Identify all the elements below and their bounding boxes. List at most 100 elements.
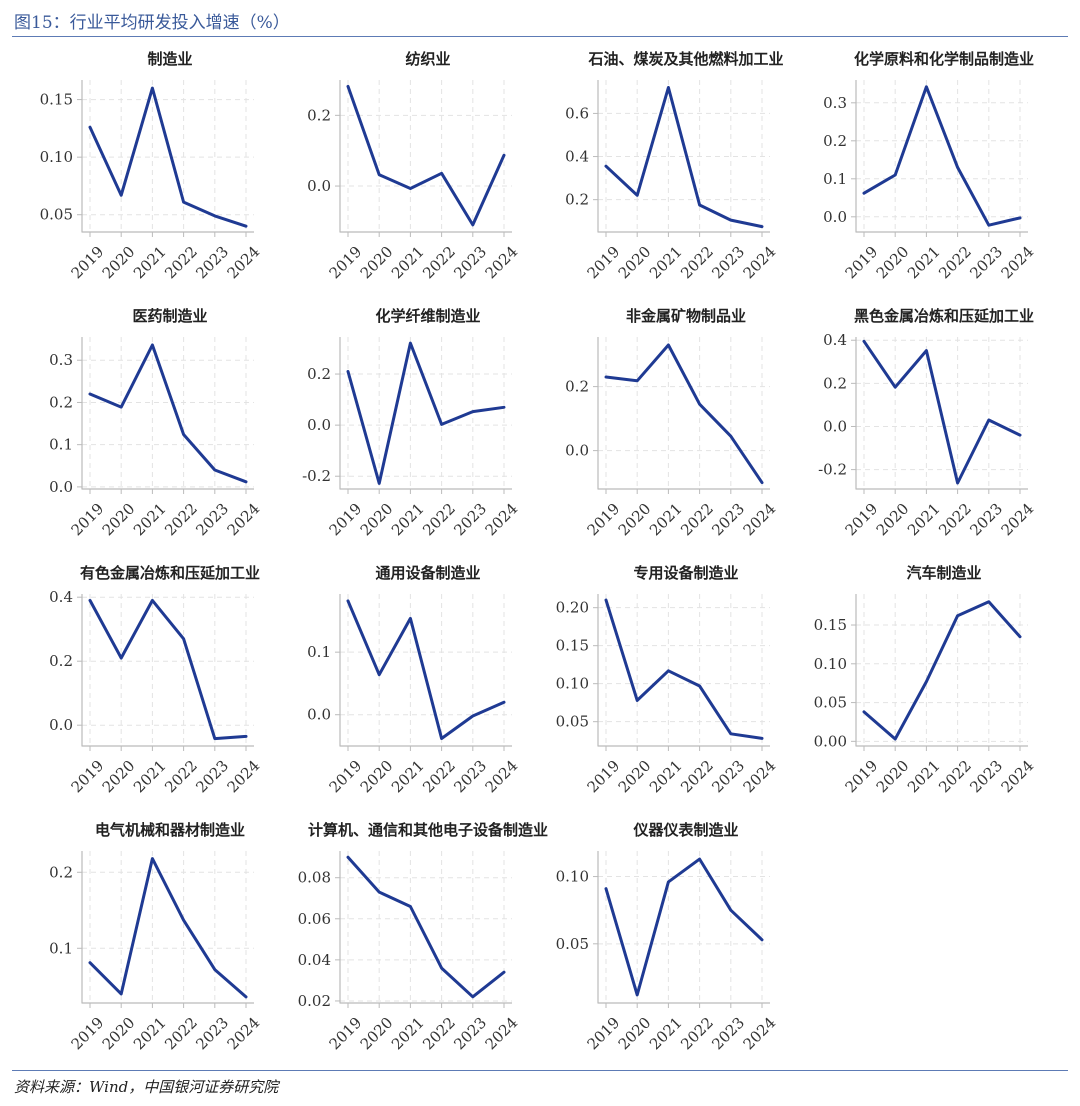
panel-title: 化学原料和化学制品制造业: [854, 50, 1034, 68]
x-tick-label: 2020: [99, 500, 139, 540]
series-line: [604, 86, 764, 229]
x-tick-label: 2022: [935, 500, 975, 540]
panel-title: 医药制造业: [132, 307, 207, 325]
x-tick-label: 2023: [450, 243, 490, 283]
series-line: [862, 339, 1022, 485]
x-tick-label: 2020: [99, 1014, 139, 1054]
series-line: [88, 598, 248, 741]
x-tick-label: 2020: [873, 500, 913, 540]
x-tick-label: 2023: [966, 243, 1006, 283]
y-tick-label: 0.2: [565, 191, 589, 209]
x-tick-label: 2021: [646, 500, 686, 540]
x-tick-label: 2019: [326, 757, 366, 797]
x-tick-label: 2024: [482, 757, 522, 797]
y-tick-label: 0.3: [49, 351, 73, 369]
y-tick-label: 0.04: [298, 951, 331, 969]
x-tick-label: 2020: [357, 500, 397, 540]
y-tick-label: 0.1: [823, 170, 847, 188]
x-tick-label: 2019: [842, 243, 882, 283]
x-tick-label: 2022: [161, 500, 201, 540]
series-line: [604, 343, 764, 485]
y-tick-label: 0.0: [565, 442, 589, 460]
series-line: [604, 857, 764, 997]
panel-title: 黑色金属冶炼和压延加工业: [854, 307, 1034, 325]
y-tick-label: 0.2: [823, 132, 847, 150]
source-note: 资料来源：Wind，中国银河证券研究院: [14, 1078, 279, 1096]
x-tick-label: 2024: [482, 500, 522, 540]
x-tick-label: 2019: [584, 1014, 624, 1054]
y-tick-label: 0.0: [49, 716, 73, 734]
x-tick-label: 2024: [224, 243, 264, 283]
x-tick-label: 2023: [708, 1014, 748, 1054]
panel-title: 专用设备制造业: [633, 564, 738, 582]
y-tick-label: 0.10: [556, 868, 589, 886]
y-tick-label: 0.4: [565, 148, 589, 166]
y-tick-label: 0.0: [307, 177, 331, 195]
x-tick-label: 2023: [708, 757, 748, 797]
y-tick-label: 0.0: [823, 417, 847, 435]
x-tick-label: 2024: [998, 757, 1038, 797]
x-tick-label: 2021: [130, 1014, 170, 1054]
x-tick-label: 2020: [357, 243, 397, 283]
x-tick-label: 2019: [584, 243, 624, 283]
y-tick-label: 0.2: [307, 106, 331, 124]
x-tick-label: 2023: [192, 500, 232, 540]
x-tick-label: 2022: [419, 500, 459, 540]
panel-12: 汽车制造业0.000.050.100.152019202020212022202…: [814, 564, 1038, 796]
x-tick-label: 2021: [388, 757, 428, 797]
y-tick-label: 0.0: [49, 478, 73, 496]
x-tick-label: 2021: [130, 243, 170, 283]
y-tick-label: 0.4: [49, 588, 73, 606]
x-tick-label: 2024: [740, 1014, 780, 1054]
x-tick-label: 2020: [99, 243, 139, 283]
x-tick-label: 2022: [677, 757, 717, 797]
x-tick-label: 2019: [68, 757, 108, 797]
y-tick-label: 0.4: [823, 331, 847, 349]
x-tick-label: 2020: [615, 757, 655, 797]
y-tick-label: 0.1: [307, 643, 331, 661]
y-tick-label: 0.2: [49, 863, 73, 881]
y-tick-label: 0.05: [556, 713, 589, 731]
y-tick-label: 0.2: [823, 374, 847, 392]
x-tick-label: 2023: [450, 757, 490, 797]
y-tick-label: 0.06: [298, 910, 331, 928]
panel-title: 石油、煤炭及其他燃料加工业: [587, 50, 783, 68]
x-tick-label: 2019: [326, 1014, 366, 1054]
x-tick-label: 2024: [482, 1014, 522, 1054]
x-tick-label: 2021: [904, 243, 944, 283]
panel-14: 计算机、通信和其他电子设备制造业 0.02 0.04 0.06 0.08 20192020…: [298, 821, 548, 1053]
series-line: [346, 341, 506, 485]
x-tick-label: 2019: [842, 757, 882, 797]
panel-title: 计算机、通信和其他电子设备制造业: [308, 821, 548, 839]
y-tick-label: -0.2: [302, 467, 331, 485]
y-tick-label: 0.05: [40, 206, 73, 224]
x-tick-label: 2024: [740, 757, 780, 797]
panel-11: 专用设备制造业0.050.100.150.2020192020202120222…: [556, 564, 780, 796]
y-tick-label: 0.10: [814, 655, 847, 673]
x-tick-label: 2022: [677, 1014, 717, 1054]
panel-3: 石油、煤炭及其他燃料加工业0.20.40.6201920202021202220…: [565, 50, 783, 282]
x-tick-label: 2020: [99, 757, 139, 797]
x-tick-label: 2021: [904, 500, 944, 540]
y-tick-label: -0.2: [818, 461, 847, 479]
x-tick-label: 2019: [584, 757, 624, 797]
x-tick-label: 2024: [998, 243, 1038, 283]
y-tick-label: 0.15: [40, 91, 73, 109]
x-tick-label: 2024: [482, 243, 522, 283]
y-tick-label: 0.0: [307, 416, 331, 434]
y-tick-label: 0.1: [49, 436, 73, 454]
x-tick-label: 2021: [388, 1014, 428, 1054]
x-tick-label: 2023: [192, 1014, 232, 1054]
x-tick-label: 2023: [966, 757, 1006, 797]
x-tick-label: 2023: [708, 500, 748, 540]
panel-5: 医药制造业 0.0 0.1 0.2 0.3 20192020202120222023202…: [49, 307, 263, 539]
x-tick-label: 2024: [740, 243, 780, 283]
x-tick-label: 2023: [450, 1014, 490, 1054]
x-tick-label: 2024: [740, 500, 780, 540]
x-tick-label: 2023: [966, 500, 1006, 540]
y-tick-label: 0.0: [823, 208, 847, 226]
x-tick-label: 2021: [130, 500, 170, 540]
series-line: [88, 86, 248, 228]
